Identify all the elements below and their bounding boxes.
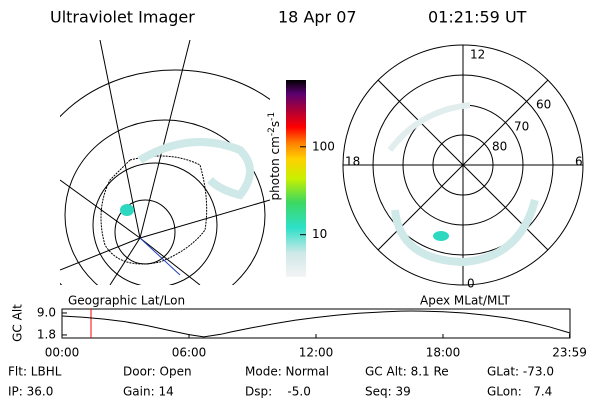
y-tick-label: 9.0 [37, 305, 56, 319]
panel-label: Geographic Lat/Lon [68, 294, 185, 308]
geo-map [60, 40, 270, 285]
y-tick-label: 1.8 [37, 327, 56, 341]
instrument: Ultraviolet Imager [50, 8, 195, 27]
status-field: GLon: 7.4 [487, 385, 552, 399]
mlt-label: 12 [470, 48, 485, 62]
mlat-label: 60 [536, 98, 551, 112]
status-field: GC Alt: 8.1 Re [365, 365, 449, 379]
alt-plot-frame [61, 308, 571, 339]
x-tick-label: 23:59 [552, 346, 587, 360]
colorbar [286, 80, 306, 277]
x-tick-label: 00:00 [45, 346, 80, 360]
mlat-label: 80 [492, 140, 507, 154]
time: 01:21:59 UT [428, 8, 527, 27]
panel-label: Apex MLat/MLT [420, 294, 510, 308]
status-field: Flt: LBHL [8, 365, 62, 379]
polar-plot: 12 18 6 0 80 70 60 [342, 44, 584, 291]
altitude-line [61, 310, 571, 338]
date: 18 Apr 07 [278, 8, 357, 27]
colorbar-tick-label: 100 [312, 139, 335, 153]
mlat-label: 70 [514, 120, 529, 134]
mlt-label: 0 [467, 277, 475, 291]
y-axis-label: GC Alt [11, 304, 25, 342]
status-field: Mode: Normal [245, 365, 329, 379]
colorbar-label: photon cm-2s-1 [264, 100, 282, 219]
status-field: IP: 36.0 [8, 385, 53, 399]
status-field: Dsp: -5.0 [245, 385, 311, 399]
mlt-label: 18 [345, 155, 360, 169]
x-tick-label: 06:00 [172, 346, 207, 360]
mlt-label: 6 [575, 155, 583, 169]
status-field: GLat: -73.0 [487, 365, 554, 379]
status-field: Door: Open [123, 365, 192, 379]
colorbar-tick-label: 10 [312, 227, 327, 241]
x-tick-label: 12:00 [299, 346, 334, 360]
status-field: Gain: 14 [123, 385, 174, 399]
status-field: Seq: 39 [365, 385, 411, 399]
x-tick-label: 18:00 [426, 346, 461, 360]
